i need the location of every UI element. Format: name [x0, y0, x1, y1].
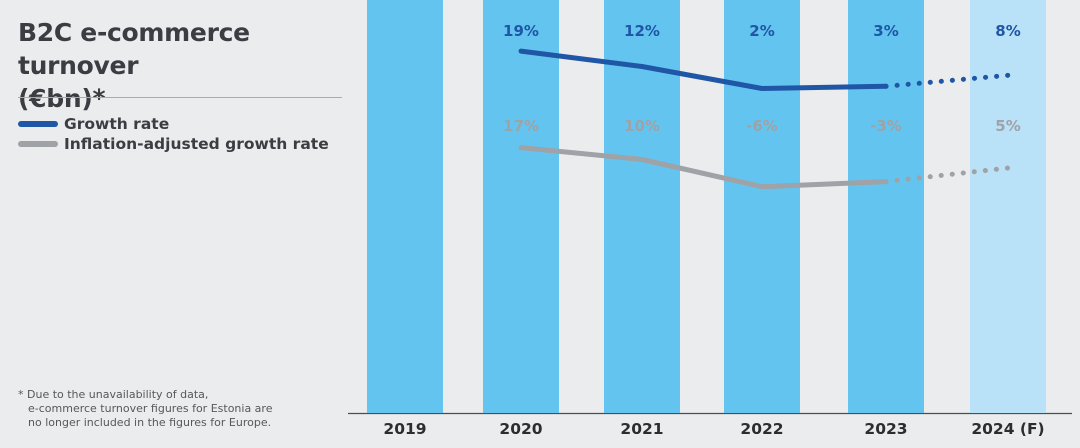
series-point-label: 2%: [749, 22, 774, 40]
series-point-label: -6%: [746, 117, 778, 135]
x-tick-label: 2023: [864, 420, 907, 438]
legend-swatch-inflation-adjusted: [18, 141, 58, 147]
series-point-label: -3%: [870, 117, 902, 135]
legend-label-inflation-adjusted: Inflation-adjusted growth rate: [64, 135, 329, 153]
series-point-label: 3%: [873, 22, 898, 40]
series-point-label: 10%: [624, 117, 660, 135]
legend-item-growth-rate: Growth rate: [18, 114, 329, 134]
footnote-line: e-commerce turnover figures for Estonia …: [28, 402, 273, 415]
legend-label-growth-rate: Growth rate: [64, 115, 170, 133]
bar: [483, 0, 559, 414]
series-line-solid: [518, 145, 889, 190]
series-point-label: 8%: [995, 22, 1020, 40]
title-divider: [18, 97, 342, 98]
footnote: * Due to the unavailability of data, e-c…: [18, 388, 308, 430]
bar: [367, 0, 443, 413]
x-tick-label: 2019: [383, 420, 426, 438]
x-tick-label: 2021: [620, 420, 663, 438]
series-line-solid: [518, 48, 889, 91]
footnote-line: no longer included in the figures for Eu…: [28, 416, 272, 429]
series-point-label: 5%: [995, 117, 1020, 135]
bar: [848, 0, 924, 413]
chart-title: B2C e-commerce turnover (€bn)*: [18, 18, 250, 113]
x-tick-label: 2024 (F): [971, 420, 1044, 438]
x-tick-label: 2020: [499, 420, 542, 438]
legend-swatch-growth-rate: [18, 121, 58, 127]
bar: [970, 0, 1046, 413]
footnote-line: * Due to the unavailability of data,: [18, 388, 209, 401]
legend: Growth rate Inflation-adjusted growth ra…: [18, 114, 329, 154]
series-point-label: 17%: [503, 117, 539, 135]
legend-item-inflation-adjusted: Inflation-adjusted growth rate: [18, 134, 329, 154]
series-line-forecast: [883, 72, 1011, 89]
x-tick-label: 2022: [740, 420, 783, 438]
series-point-label: 19%: [503, 22, 539, 40]
bar: [724, 0, 800, 414]
series-line-forecast: [883, 165, 1011, 185]
series-point-label: 12%: [624, 22, 660, 40]
